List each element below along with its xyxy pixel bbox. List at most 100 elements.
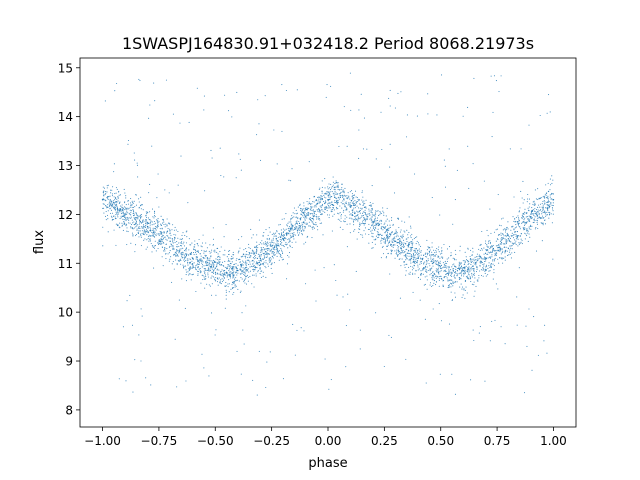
- data-point: [282, 245, 284, 247]
- data-point: [376, 223, 378, 225]
- data-point: [228, 264, 230, 266]
- data-point: [197, 261, 199, 263]
- data-point: [463, 289, 465, 291]
- data-point: [507, 228, 509, 230]
- data-point: [311, 226, 313, 228]
- data-point: [534, 189, 536, 191]
- data-point: [134, 218, 136, 220]
- data-point: [426, 279, 428, 281]
- data-point: [423, 263, 425, 265]
- data-point: [460, 278, 462, 280]
- data-point: [450, 279, 452, 281]
- data-point: [515, 235, 517, 237]
- data-point: [229, 274, 232, 276]
- data-point: [230, 288, 232, 290]
- data-point: [406, 255, 408, 257]
- data-point: [220, 273, 222, 275]
- data-point: [454, 266, 456, 268]
- data-point: [476, 266, 478, 268]
- data-point: [126, 300, 128, 302]
- data-point: [456, 281, 458, 283]
- data-point: [308, 161, 310, 163]
- data-point: [227, 264, 229, 266]
- data-point: [270, 250, 272, 252]
- data-point: [416, 257, 418, 259]
- data-point: [252, 274, 254, 276]
- data-point: [355, 219, 357, 221]
- data-point: [182, 264, 184, 266]
- data-point: [339, 196, 342, 198]
- data-point: [324, 187, 326, 189]
- data-point: [231, 258, 233, 260]
- data-point: [116, 204, 118, 206]
- data-point: [140, 236, 142, 238]
- data-point: [411, 269, 413, 271]
- data-point: [125, 204, 127, 206]
- data-point: [396, 245, 398, 247]
- data-point: [357, 213, 359, 215]
- data-point: [399, 231, 402, 233]
- data-point: [304, 209, 306, 211]
- data-point: [291, 168, 293, 170]
- data-point: [119, 209, 121, 211]
- data-point: [429, 265, 431, 267]
- data-point: [501, 239, 503, 241]
- data-point: [527, 209, 529, 211]
- data-point: [192, 258, 194, 260]
- data-point: [188, 273, 190, 275]
- data-point: [318, 208, 320, 210]
- data-point: [185, 380, 187, 382]
- data-point: [309, 198, 311, 200]
- data-point: [237, 288, 239, 291]
- data-point: [362, 214, 365, 216]
- data-point: [479, 257, 481, 259]
- data-point: [412, 252, 414, 254]
- data-point: [500, 240, 502, 242]
- data-point: [212, 270, 214, 272]
- data-point: [160, 238, 162, 240]
- data-point: [340, 191, 342, 193]
- data-point: [547, 207, 549, 209]
- data-point: [516, 324, 518, 326]
- data-point: [211, 271, 213, 273]
- data-point: [126, 244, 128, 246]
- data-point: [389, 166, 391, 168]
- data-point: [224, 272, 226, 274]
- data-point: [217, 256, 219, 258]
- data-point: [413, 250, 415, 252]
- data-point: [329, 189, 332, 191]
- data-point: [539, 210, 541, 212]
- data-point: [279, 253, 281, 255]
- data-point: [215, 258, 217, 260]
- data-point: [257, 253, 259, 255]
- data-point: [527, 230, 529, 232]
- data-point: [106, 207, 108, 209]
- data-point: [126, 213, 128, 215]
- data-point: [414, 273, 416, 275]
- data-point: [133, 211, 135, 213]
- data-point: [264, 253, 266, 255]
- data-point: [270, 241, 272, 243]
- data-point: [154, 233, 156, 235]
- data-point: [375, 213, 377, 215]
- data-point: [329, 194, 331, 196]
- data-point: [405, 243, 407, 245]
- data-point: [346, 145, 348, 147]
- data-point: [140, 214, 142, 216]
- data-point: [326, 209, 328, 212]
- data-point: [146, 220, 148, 222]
- data-point: [139, 217, 142, 219]
- data-point: [359, 348, 361, 350]
- data-point: [172, 245, 174, 247]
- data-point: [272, 244, 274, 246]
- data-point: [388, 242, 390, 244]
- data-point: [417, 242, 420, 244]
- data-point: [277, 252, 279, 254]
- data-point: [512, 235, 514, 237]
- data-point: [110, 209, 113, 211]
- data-point: [240, 256, 242, 258]
- data-point: [179, 244, 182, 247]
- data-point: [161, 256, 163, 258]
- data-point: [125, 208, 127, 210]
- data-point: [293, 216, 295, 218]
